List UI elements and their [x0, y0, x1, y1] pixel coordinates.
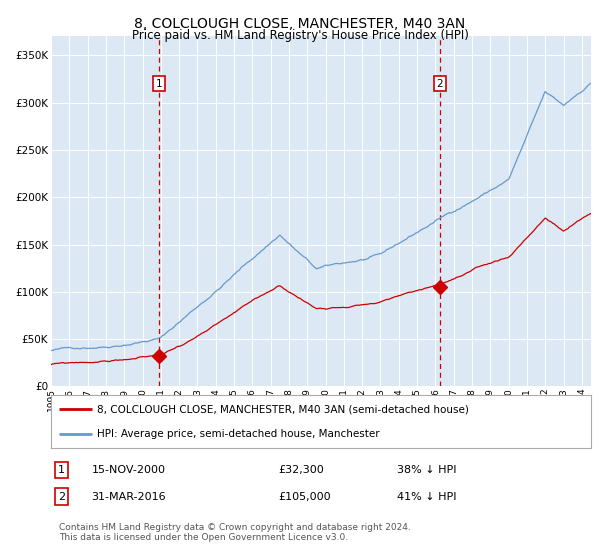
Text: Contains HM Land Registry data © Crown copyright and database right 2024.
This d: Contains HM Land Registry data © Crown c… — [59, 522, 411, 542]
Text: £105,000: £105,000 — [278, 492, 331, 502]
Text: 1: 1 — [58, 465, 65, 475]
Text: 8, COLCLOUGH CLOSE, MANCHESTER, M40 3AN (semi-detached house): 8, COLCLOUGH CLOSE, MANCHESTER, M40 3AN … — [97, 404, 469, 414]
Text: Price paid vs. HM Land Registry's House Price Index (HPI): Price paid vs. HM Land Registry's House … — [131, 29, 469, 42]
Text: 1: 1 — [155, 78, 162, 88]
Text: 2: 2 — [437, 78, 443, 88]
Text: 8, COLCLOUGH CLOSE, MANCHESTER, M40 3AN: 8, COLCLOUGH CLOSE, MANCHESTER, M40 3AN — [134, 17, 466, 31]
Text: 31-MAR-2016: 31-MAR-2016 — [91, 492, 166, 502]
Text: 38% ↓ HPI: 38% ↓ HPI — [397, 465, 456, 475]
Text: HPI: Average price, semi-detached house, Manchester: HPI: Average price, semi-detached house,… — [97, 428, 380, 438]
Text: 2: 2 — [58, 492, 65, 502]
Text: £32,300: £32,300 — [278, 465, 323, 475]
Text: 41% ↓ HPI: 41% ↓ HPI — [397, 492, 456, 502]
Text: 15-NOV-2000: 15-NOV-2000 — [91, 465, 166, 475]
